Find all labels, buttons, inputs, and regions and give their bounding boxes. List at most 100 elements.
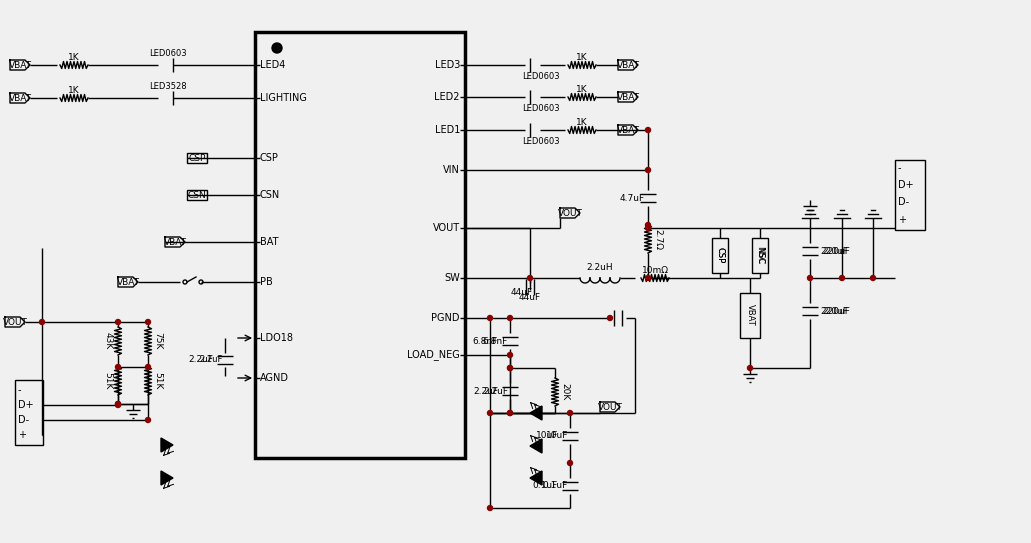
Text: 220uF: 220uF bbox=[822, 306, 850, 315]
Bar bbox=[895, 160, 925, 230]
Text: LDO18: LDO18 bbox=[260, 333, 293, 343]
Text: 0.1uF: 0.1uF bbox=[542, 482, 568, 490]
Text: CSP: CSP bbox=[716, 248, 725, 263]
Text: LED4: LED4 bbox=[260, 60, 286, 70]
Circle shape bbox=[645, 225, 651, 230]
Text: D+: D+ bbox=[898, 180, 913, 190]
Circle shape bbox=[39, 319, 44, 325]
Text: 4.7uF: 4.7uF bbox=[620, 193, 645, 203]
Text: 75K: 75K bbox=[154, 332, 163, 350]
Circle shape bbox=[645, 128, 651, 132]
Circle shape bbox=[488, 315, 493, 320]
Circle shape bbox=[507, 411, 512, 415]
Text: VOUT: VOUT bbox=[433, 223, 460, 233]
Text: BAT: BAT bbox=[260, 237, 278, 247]
Bar bbox=[187, 153, 207, 163]
Circle shape bbox=[145, 364, 151, 369]
Text: 43K: 43K bbox=[103, 332, 112, 350]
Circle shape bbox=[747, 365, 753, 370]
Text: 2.2uF: 2.2uF bbox=[483, 387, 508, 395]
Text: LED0603: LED0603 bbox=[522, 104, 560, 112]
Text: 220uF: 220uF bbox=[820, 247, 847, 256]
Text: VBAT: VBAT bbox=[745, 304, 755, 326]
Circle shape bbox=[115, 401, 121, 407]
Text: 44uF: 44uF bbox=[519, 293, 541, 301]
Circle shape bbox=[567, 460, 572, 465]
Circle shape bbox=[115, 364, 121, 369]
Text: 2.2uH: 2.2uH bbox=[587, 262, 613, 272]
Text: 6.8nF: 6.8nF bbox=[473, 337, 498, 345]
Text: 1K: 1K bbox=[576, 85, 588, 93]
Circle shape bbox=[488, 506, 493, 510]
Circle shape bbox=[645, 275, 651, 281]
Circle shape bbox=[507, 352, 512, 357]
Polygon shape bbox=[161, 471, 173, 485]
Text: D-: D- bbox=[18, 415, 29, 425]
Text: 1K: 1K bbox=[576, 117, 588, 127]
Text: D+: D+ bbox=[18, 400, 34, 410]
Text: 51K: 51K bbox=[103, 372, 112, 390]
Text: NSC: NSC bbox=[756, 247, 765, 264]
Text: +: + bbox=[18, 430, 26, 440]
Text: PGND: PGND bbox=[432, 313, 460, 323]
Text: 1K: 1K bbox=[576, 53, 588, 61]
Circle shape bbox=[870, 275, 875, 281]
Text: 0.1uF: 0.1uF bbox=[533, 482, 558, 490]
Text: LED3: LED3 bbox=[435, 60, 460, 70]
Text: VOUT: VOUT bbox=[598, 402, 623, 412]
Circle shape bbox=[145, 319, 151, 325]
Text: LED1: LED1 bbox=[435, 125, 460, 135]
Circle shape bbox=[145, 418, 151, 422]
Text: 2.2uF: 2.2uF bbox=[200, 356, 223, 364]
Text: VBAT: VBAT bbox=[617, 60, 639, 70]
Text: CSP: CSP bbox=[260, 153, 278, 163]
Text: 10uF: 10uF bbox=[545, 432, 568, 440]
Circle shape bbox=[507, 365, 512, 370]
Text: D-: D- bbox=[898, 197, 909, 207]
Text: LED0603: LED0603 bbox=[149, 48, 187, 58]
Text: VBAT: VBAT bbox=[617, 125, 639, 135]
Text: 51K: 51K bbox=[154, 372, 163, 390]
Polygon shape bbox=[161, 438, 173, 452]
Text: CSN: CSN bbox=[188, 191, 206, 199]
Bar bbox=[15, 380, 43, 445]
Circle shape bbox=[839, 275, 844, 281]
Polygon shape bbox=[530, 471, 542, 485]
Text: 10uF: 10uF bbox=[536, 432, 558, 440]
Circle shape bbox=[567, 411, 572, 415]
Text: 2.2uF: 2.2uF bbox=[188, 356, 213, 364]
Text: LOAD_NEG: LOAD_NEG bbox=[407, 350, 460, 361]
Bar bbox=[712, 238, 728, 273]
Text: CSP: CSP bbox=[716, 247, 725, 263]
Text: VIN: VIN bbox=[443, 165, 460, 175]
Circle shape bbox=[507, 411, 512, 415]
Text: -: - bbox=[898, 163, 901, 173]
Circle shape bbox=[272, 43, 282, 53]
Bar bbox=[752, 238, 768, 273]
Circle shape bbox=[488, 411, 493, 415]
Circle shape bbox=[115, 401, 121, 407]
Text: NSC: NSC bbox=[756, 246, 765, 264]
Circle shape bbox=[645, 167, 651, 173]
Text: PB: PB bbox=[260, 277, 273, 287]
Text: CSN: CSN bbox=[260, 190, 280, 200]
Text: LIGHTING: LIGHTING bbox=[260, 93, 307, 103]
Text: LED3528: LED3528 bbox=[149, 81, 187, 91]
Text: 1K: 1K bbox=[68, 85, 79, 94]
Text: 44uF: 44uF bbox=[511, 287, 533, 296]
Text: SW: SW bbox=[444, 273, 460, 283]
Text: 6.8nF: 6.8nF bbox=[483, 337, 508, 345]
Text: -: - bbox=[18, 385, 22, 395]
Circle shape bbox=[807, 275, 812, 281]
Text: +: + bbox=[898, 215, 906, 225]
Text: VBAT: VBAT bbox=[164, 237, 187, 247]
Circle shape bbox=[607, 315, 612, 320]
Text: VBAT: VBAT bbox=[8, 60, 32, 70]
Text: 2.2uF: 2.2uF bbox=[473, 387, 498, 395]
Text: 20K: 20K bbox=[561, 383, 569, 401]
Bar bbox=[187, 190, 207, 200]
Bar bbox=[255, 32, 465, 458]
Text: VBAT: VBAT bbox=[8, 93, 32, 103]
Text: 1K: 1K bbox=[68, 53, 79, 61]
Circle shape bbox=[507, 365, 512, 370]
